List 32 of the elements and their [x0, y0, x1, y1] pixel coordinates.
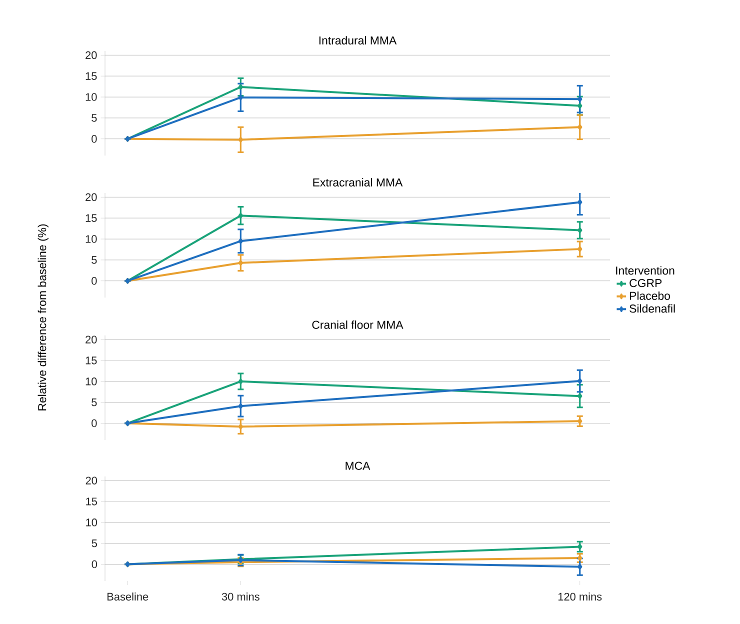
y-tick-label: 15: [86, 498, 98, 506]
y-tick-label: 5: [92, 398, 97, 406]
legend-label: Placebo: [630, 291, 670, 300]
y-tick-label: 0: [92, 276, 97, 285]
y-tick-label: 0: [92, 134, 97, 143]
y-tick-label: 10: [86, 93, 97, 101]
y-tick-label: 15: [86, 72, 97, 80]
chart-title: Extracranial MMA: [313, 178, 403, 186]
y-tick-label: 10: [86, 378, 97, 386]
x-tick-label: Baseline: [108, 592, 148, 601]
y-tick-label: 5: [92, 114, 97, 122]
x-tick-label: 120 mins: [558, 592, 602, 601]
legend-title: Intervention: [616, 266, 674, 275]
y-tick-label: 10: [86, 235, 97, 243]
y-tick-label: 0: [92, 419, 97, 428]
y-tick-label: 20: [86, 51, 97, 60]
legend-label: Sildenafil: [630, 304, 675, 313]
y-tick-label: 5: [92, 256, 97, 264]
chart-title: Cranial floor MMA: [312, 320, 404, 329]
y-tick-label: 15: [86, 356, 97, 364]
y-tick-label: 20: [86, 336, 97, 344]
y-axis-title: Relative difference from baseline (%): [38, 224, 48, 410]
y-tick-label: 10: [86, 518, 98, 526]
y-tick-label: 0: [92, 560, 98, 568]
y-tick-label: 20: [86, 476, 98, 484]
y-tick-label: 15: [86, 214, 97, 222]
legend-label: CGRP: [630, 279, 662, 288]
chart-title: MCA: [346, 462, 370, 470]
y-tick-label: 20: [86, 193, 97, 202]
chart-title: Intradural MMA: [319, 36, 397, 44]
y-tick-label: 5: [92, 540, 98, 548]
x-tick-label: 30 mins: [222, 592, 260, 601]
